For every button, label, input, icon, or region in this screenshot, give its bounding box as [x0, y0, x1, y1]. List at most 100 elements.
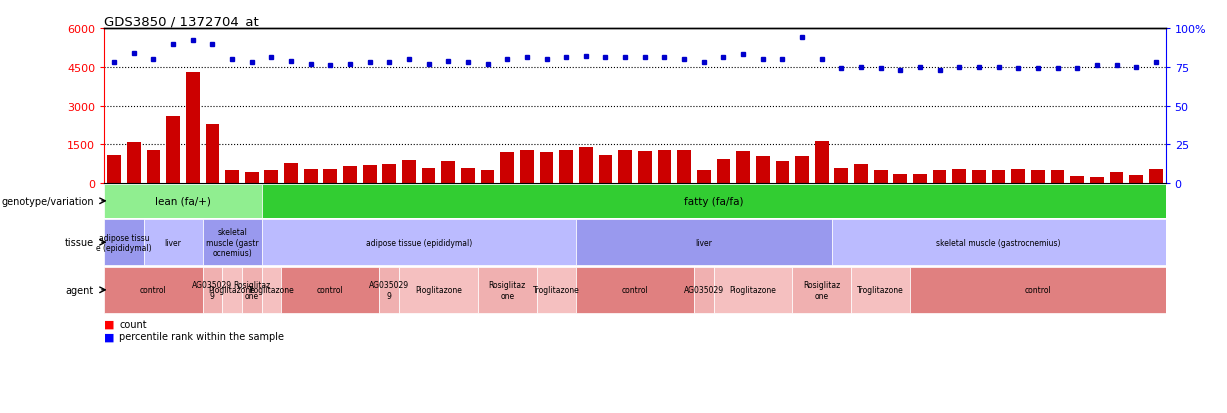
Bar	[324, 170, 337, 184]
Text: Rosiglitaz
one: Rosiglitaz one	[488, 280, 526, 300]
Bar	[245, 172, 259, 184]
Bar	[536, 267, 575, 313]
Bar	[893, 175, 907, 184]
Text: control: control	[140, 286, 167, 294]
Bar	[834, 169, 848, 184]
Bar	[717, 159, 730, 184]
Bar	[281, 267, 379, 313]
Bar	[520, 150, 534, 184]
Text: Pioglitazone: Pioglitazone	[209, 286, 255, 294]
Bar	[1129, 176, 1144, 184]
Bar	[107, 155, 121, 184]
Text: GDS3850 / 1372704_at: GDS3850 / 1372704_at	[104, 15, 259, 28]
Text: AG035029: AG035029	[683, 286, 724, 294]
Bar	[1070, 177, 1085, 184]
Bar	[756, 157, 769, 184]
Bar	[185, 73, 200, 184]
Text: control: control	[317, 286, 344, 294]
Bar	[854, 164, 867, 184]
Bar	[442, 162, 455, 184]
Text: percentile rank within the sample: percentile rank within the sample	[119, 332, 283, 342]
Text: count: count	[119, 319, 147, 329]
Bar	[402, 161, 416, 184]
Bar	[815, 141, 828, 184]
Bar	[461, 169, 475, 184]
Text: Rosiglitaz
one: Rosiglitaz one	[233, 280, 270, 300]
Bar	[205, 124, 220, 184]
Bar	[399, 267, 477, 313]
Bar	[383, 164, 396, 184]
Bar	[540, 153, 553, 184]
Bar	[144, 220, 202, 266]
Bar	[658, 150, 671, 184]
Bar	[560, 150, 573, 184]
Bar	[1148, 169, 1163, 184]
Bar	[261, 220, 575, 266]
Bar	[126, 142, 141, 184]
Text: skeletal muscle (gastrocnemius): skeletal muscle (gastrocnemius)	[936, 238, 1061, 247]
Bar	[477, 267, 536, 313]
Bar	[166, 116, 180, 184]
Bar	[638, 152, 652, 184]
Bar	[481, 171, 494, 184]
Text: Troglitazone: Troglitazone	[858, 286, 904, 294]
Bar	[104, 220, 144, 266]
Bar	[363, 166, 377, 184]
Text: adipose tissu
e (epididymal): adipose tissu e (epididymal)	[96, 233, 152, 252]
Text: liver: liver	[696, 238, 712, 247]
Bar	[933, 171, 946, 184]
Bar	[1031, 171, 1044, 184]
Bar	[575, 267, 694, 313]
Bar	[579, 147, 593, 184]
Bar	[261, 185, 1166, 218]
Text: ■: ■	[104, 332, 115, 342]
Text: Troglitazone: Troglitazone	[248, 286, 294, 294]
Text: liver: liver	[164, 238, 182, 247]
Text: control: control	[622, 286, 648, 294]
Bar	[874, 171, 887, 184]
Bar	[832, 220, 1166, 266]
Bar	[146, 150, 161, 184]
Text: Pioglitazone: Pioglitazone	[415, 286, 461, 294]
Bar	[618, 150, 632, 184]
Bar	[344, 167, 357, 184]
Bar	[226, 171, 239, 184]
Bar	[575, 220, 832, 266]
Bar	[677, 150, 691, 184]
Bar	[736, 152, 750, 184]
Text: ■: ■	[104, 319, 115, 329]
Bar	[972, 171, 985, 184]
Bar	[952, 170, 966, 184]
Bar	[422, 169, 436, 184]
Text: Troglitazone: Troglitazone	[533, 286, 579, 294]
Bar	[222, 267, 242, 313]
Bar	[1050, 171, 1065, 184]
Bar	[913, 175, 926, 184]
Text: tissue: tissue	[65, 237, 93, 248]
Bar	[304, 170, 318, 184]
Bar	[202, 220, 261, 266]
Text: AG035029
9: AG035029 9	[369, 280, 410, 300]
Bar	[501, 153, 514, 184]
Bar	[379, 267, 399, 313]
Text: Rosiglitaz
one: Rosiglitaz one	[802, 280, 840, 300]
Bar	[599, 155, 612, 184]
Bar	[795, 157, 809, 184]
Bar	[852, 267, 910, 313]
Bar	[285, 163, 298, 184]
Bar	[910, 267, 1166, 313]
Bar	[202, 267, 222, 313]
Text: AG035029
9: AG035029 9	[193, 280, 232, 300]
Bar	[1011, 170, 1025, 184]
Bar	[991, 171, 1005, 184]
Text: adipose tissue (epididymal): adipose tissue (epididymal)	[366, 238, 472, 247]
Text: lean (fa/+): lean (fa/+)	[155, 196, 211, 206]
Text: genotype/variation: genotype/variation	[1, 196, 93, 206]
Bar	[104, 185, 261, 218]
Bar	[242, 267, 261, 313]
Bar	[694, 267, 714, 313]
Text: agent: agent	[65, 285, 93, 295]
Text: skeletal
muscle (gastr
ocnemius): skeletal muscle (gastr ocnemius)	[206, 228, 259, 257]
Bar	[1090, 177, 1104, 184]
Bar	[261, 267, 281, 313]
